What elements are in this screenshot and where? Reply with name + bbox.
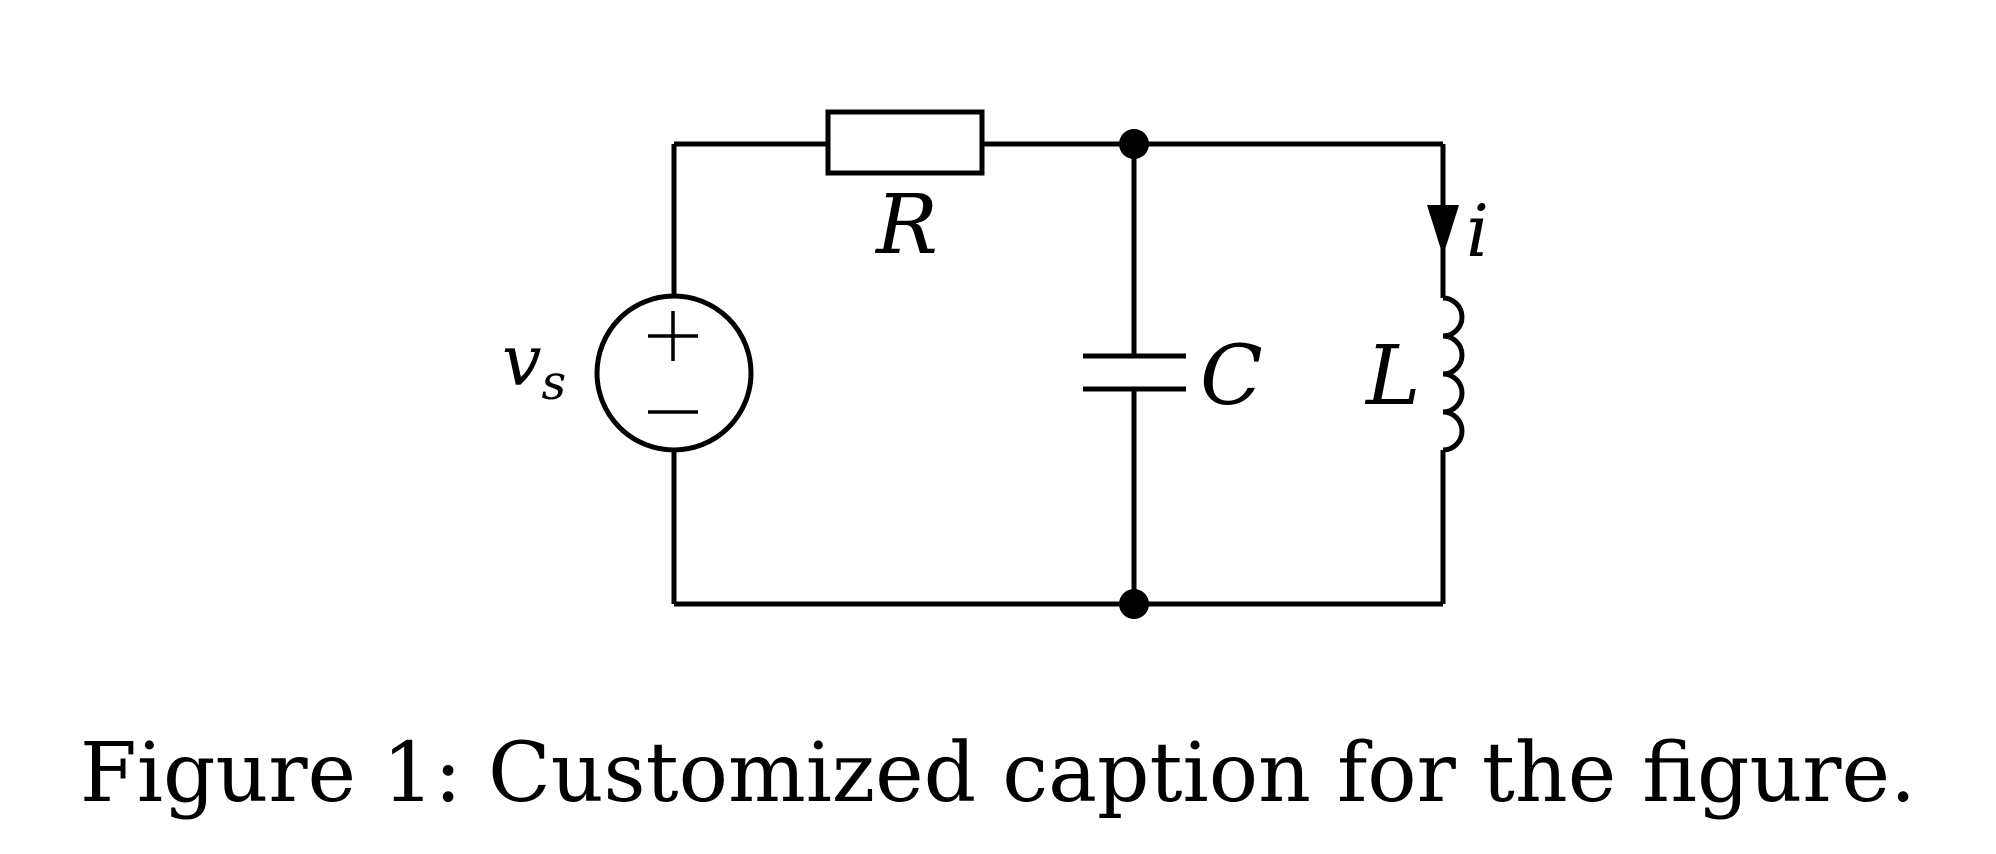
capacitor-label: C <box>1200 329 1263 424</box>
junction-dot-top <box>1119 129 1149 159</box>
resistor-label: R <box>874 178 938 273</box>
source-label: vs <box>502 320 566 411</box>
figure-caption: Figure 1: Customized caption for the fig… <box>79 726 1917 821</box>
resistor <box>825 109 985 176</box>
current-arrow <box>1427 205 1459 256</box>
junction-dot-bottom <box>1119 589 1149 619</box>
current-label: i <box>1466 189 1489 273</box>
inductor-label: L <box>1364 329 1420 424</box>
inductor <box>1442 295 1465 453</box>
